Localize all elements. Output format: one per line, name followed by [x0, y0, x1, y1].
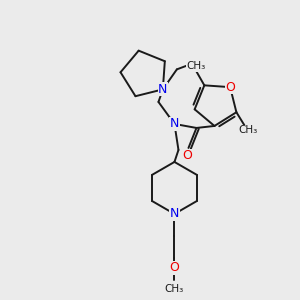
Text: N: N [158, 83, 167, 96]
Text: O: O [182, 149, 192, 162]
Text: CH₃: CH₃ [187, 61, 206, 71]
Text: N: N [170, 207, 179, 220]
Text: O: O [169, 261, 179, 274]
Text: N: N [170, 117, 179, 130]
Text: O: O [225, 81, 235, 94]
Text: CH₃: CH₃ [165, 284, 184, 294]
Text: CH₃: CH₃ [239, 125, 258, 135]
